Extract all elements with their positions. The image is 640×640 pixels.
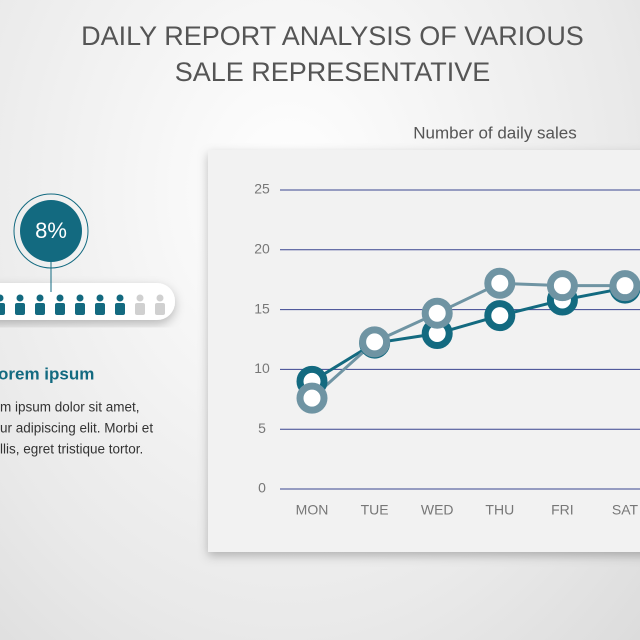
x-tick-label: WED xyxy=(421,502,454,518)
person-head xyxy=(76,294,84,302)
ring xyxy=(13,193,89,269)
x-tick-label: FRI xyxy=(551,502,574,518)
body-line: ur adipiscing elit. Morbi et xyxy=(0,421,153,436)
person-body xyxy=(15,303,25,315)
pill xyxy=(0,283,175,320)
marker xyxy=(484,267,516,299)
x-tick-label: SAT xyxy=(612,502,639,518)
x-tick-label: MON xyxy=(296,502,329,518)
person-head xyxy=(56,294,64,302)
chart: 0 5 10 15 20 25 MON TUE WED THU FRI SAT xyxy=(254,181,640,518)
chart-title: Number of daily sales xyxy=(413,123,576,142)
person-head xyxy=(136,294,144,302)
y-tick-label: 5 xyxy=(258,420,266,436)
person-body xyxy=(0,303,5,315)
person-head xyxy=(156,294,164,302)
y-tick-label: 15 xyxy=(254,300,270,316)
y-tick-label: 20 xyxy=(254,241,270,257)
person-head xyxy=(0,294,4,302)
person-body xyxy=(35,303,45,315)
person-body xyxy=(75,303,85,315)
marker xyxy=(609,270,640,302)
x-tick-label: TUE xyxy=(361,502,389,518)
y-tick-label: 10 xyxy=(254,360,270,376)
heading: orem ipsum xyxy=(0,364,94,383)
body-line: m ipsum dolor sit amet, xyxy=(0,400,140,415)
marker xyxy=(296,382,328,414)
x-tick-label: THU xyxy=(485,502,514,518)
person-body xyxy=(95,303,105,315)
marker xyxy=(359,326,391,358)
marker xyxy=(484,300,516,332)
person-head xyxy=(116,294,124,302)
body-line: llis, egret tristique tortor. xyxy=(0,442,143,457)
person-body xyxy=(155,303,165,315)
person-body xyxy=(55,303,65,315)
marker xyxy=(421,297,453,329)
badge xyxy=(20,200,82,262)
y-tick-label: 25 xyxy=(254,181,270,197)
person-body xyxy=(135,303,145,315)
person-head xyxy=(36,294,44,302)
slide-title: DAILY REPORT ANALYSIS OF VARIOUS SALE RE… xyxy=(81,21,584,87)
plot-panel xyxy=(208,150,640,552)
person-head xyxy=(16,294,24,302)
person-head xyxy=(96,294,104,302)
people-icons xyxy=(0,294,165,315)
y-tick-label: 0 xyxy=(258,480,266,496)
person-body xyxy=(115,303,125,315)
marker xyxy=(546,270,578,302)
percent: 8% xyxy=(35,218,67,243)
title-box: DAILY REPORT ANALYSIS OF VARIOUS SALE RE… xyxy=(81,21,584,87)
